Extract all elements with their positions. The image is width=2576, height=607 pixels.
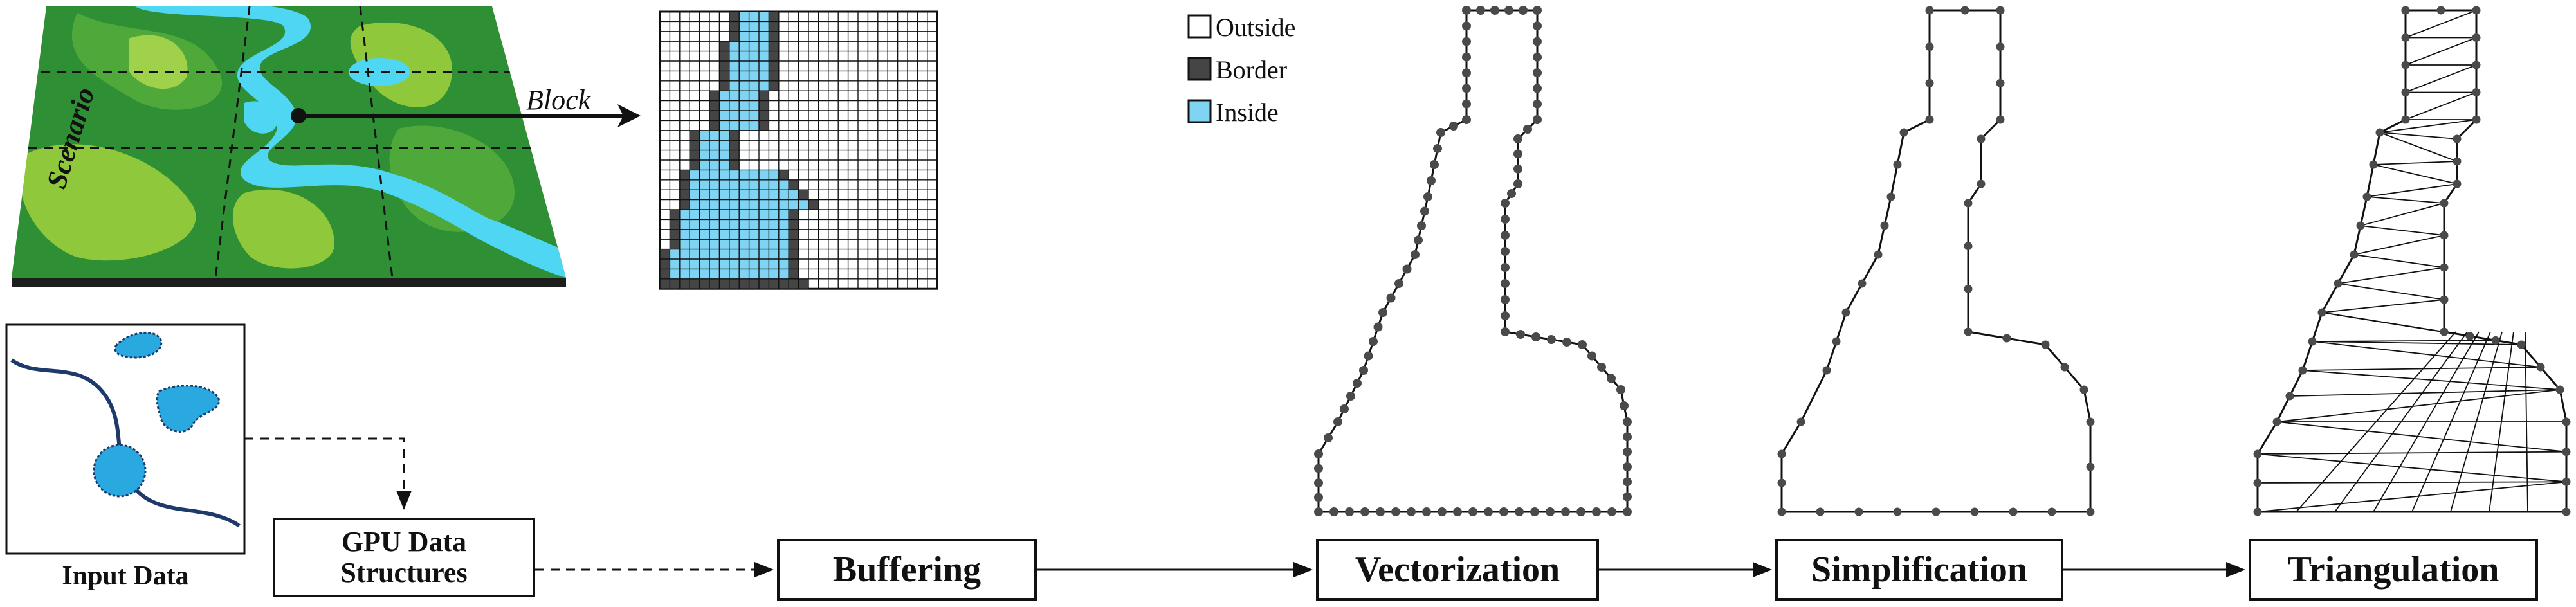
vectorization-polygon <box>1314 6 1632 516</box>
legend-border-label: Border <box>1216 55 1287 84</box>
legend-inside-label: Inside <box>1216 98 1279 127</box>
stage-buffering-box: Buffering <box>777 539 1037 601</box>
stage-buffering-label: Buffering <box>832 550 982 590</box>
block-label: Block <box>526 84 592 116</box>
stage-triangulation-box: Triangulation <box>2249 539 2538 601</box>
stage-simplification-label: Simplification <box>1811 550 2028 590</box>
input-data-panel <box>5 323 246 555</box>
input-data-label: Input Data <box>62 561 189 591</box>
simplification-polygon <box>1777 6 2095 516</box>
stage-triangulation-label: Triangulation <box>2287 550 2499 590</box>
legend-outside-label: Outside <box>1216 13 1295 42</box>
gpu-data-structures-box: GPU Data Structures <box>273 518 535 597</box>
scenario-terrain: Scenario <box>12 6 566 287</box>
block-arrow: Block <box>298 84 641 127</box>
stage-simplification-box: Simplification <box>1775 539 2063 601</box>
stage-vectorization-box: Vectorization <box>1316 539 1599 601</box>
buffer-grid <box>659 10 938 290</box>
triangulation-mesh <box>2253 6 2571 516</box>
dashed-connectors <box>244 437 774 577</box>
stage-vectorization-label: Vectorization <box>1355 550 1560 590</box>
gpu-label: GPU Data Structures <box>340 526 468 588</box>
grid-legend: Outside Border Inside <box>1187 13 1295 127</box>
